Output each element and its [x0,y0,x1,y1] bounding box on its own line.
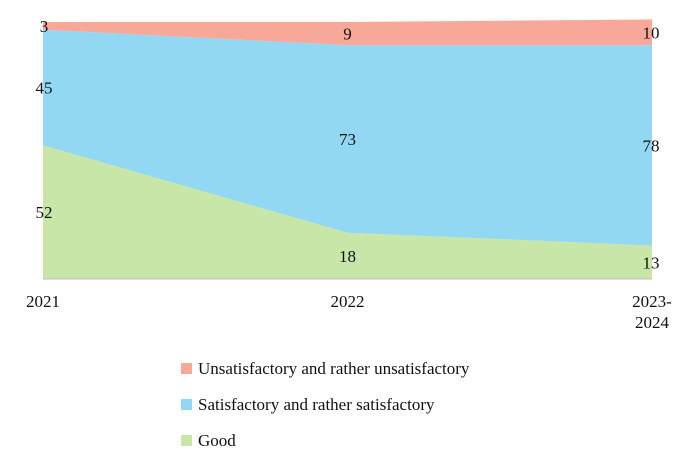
data-labels: 52 18 13 45 73 78 3 9 10 [36,17,660,272]
legend-swatch-unsatisfactory-and-rather-unsatisfactory [181,363,192,374]
data-label-good-1: 52 [36,203,53,222]
area-satisfactory-and-rather-satisfactory [43,29,652,246]
x-tick-label-1: 2021 [26,292,60,311]
legend-label-good: Good [198,431,236,450]
data-label-good-2: 18 [339,247,356,266]
legend-label-satisfactory-and-rather-satisfactory: Satisfactory and rather satisfactory [198,395,435,414]
legend-swatch-good [181,435,192,446]
legend-swatch-satisfactory-and-rather-satisfactory [181,399,192,410]
area-unsatisfactory-and-rather-unsatisfactory [43,19,652,46]
chart-areas [43,19,652,279]
legend-label-unsatisfactory-and-rather-unsatisfactory: Unsatisfactory and rather unsatisfactory [198,359,470,378]
data-label-unsatisfactory-and-rather-unsatisfactory-2: 9 [343,25,352,44]
data-label-satisfactory-and-rather-satisfactory-1: 45 [36,79,53,98]
x-axis: 2021 2022 2023-2024 [26,278,672,332]
legend: Unsatisfactory and rather unsatisfactory… [181,359,470,450]
data-label-satisfactory-and-rather-satisfactory-3: 78 [643,136,660,155]
data-label-unsatisfactory-and-rather-unsatisfactory-3: 10 [643,23,660,42]
data-label-satisfactory-and-rather-satisfactory-2: 73 [339,130,356,149]
x-tick-label-3: 2023-2024 [632,292,672,332]
data-label-unsatisfactory-and-rather-unsatisfactory-1: 3 [40,17,49,36]
data-label-good-3: 13 [643,253,660,272]
area-good [43,145,652,279]
x-tick-label-2: 2022 [331,292,365,311]
